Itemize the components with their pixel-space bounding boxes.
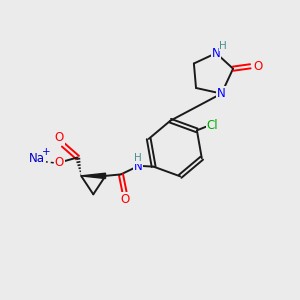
Text: N: N <box>217 87 226 100</box>
Text: +: + <box>42 147 50 157</box>
Polygon shape <box>81 173 106 178</box>
Text: O: O <box>254 60 263 73</box>
Text: H: H <box>219 41 227 51</box>
Text: N: N <box>212 46 220 60</box>
Text: H: H <box>134 153 142 163</box>
Text: O: O <box>55 156 64 169</box>
Text: Na: Na <box>29 152 45 164</box>
Text: N: N <box>134 160 142 172</box>
Text: O: O <box>121 193 130 206</box>
Text: O: O <box>55 131 64 144</box>
Text: Cl: Cl <box>206 118 218 131</box>
